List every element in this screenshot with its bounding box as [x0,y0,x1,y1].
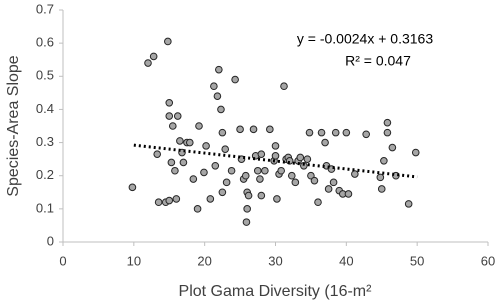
point [266,125,274,134]
point [321,138,329,147]
point [242,218,251,226]
point [128,183,137,192]
y-tick-label: 0.7 [36,1,54,16]
point [218,128,227,137]
x-tick-label: 10 [127,253,141,268]
x-axis-title: Plot Gama Diversity (16-m² [179,283,373,300]
point [165,99,174,107]
point [213,92,222,100]
point [144,59,152,67]
point [383,128,392,137]
point [291,178,300,187]
point [377,185,386,193]
point [383,118,392,127]
point [218,188,227,197]
point [249,125,258,134]
point [324,185,333,193]
point [193,205,202,213]
point [244,191,253,200]
point [200,168,208,177]
point [217,105,225,114]
point [342,128,351,137]
trend-equation: y = -0.0024x + 0.3163 [297,31,433,47]
point [280,82,288,91]
point [185,138,194,147]
point [165,196,174,205]
point [149,52,158,61]
y-tick-label: 0 [47,233,54,248]
point [154,198,163,207]
point [241,171,250,180]
x-tick-label: 60 [481,253,495,268]
x-tick-label: 40 [339,253,353,268]
y-tick-label: 0.3 [36,134,54,149]
x-tick-label: 20 [197,253,211,268]
point [257,150,266,158]
point [165,112,174,120]
point [210,82,218,91]
y-tick-label: 0.2 [36,167,54,182]
y-axis-title: Species-Area Slope [5,55,22,197]
point [380,157,388,165]
point [227,166,236,175]
point [176,137,184,145]
point [271,152,280,160]
point [206,195,215,203]
point [376,173,385,182]
point [305,128,314,137]
point [153,150,162,158]
point [236,125,244,134]
point [344,190,353,198]
x-tick-label: 50 [410,253,424,268]
point [404,200,413,208]
point [271,142,280,150]
point [300,161,308,170]
point [168,122,177,130]
point [202,142,210,150]
point [388,143,397,152]
point [257,191,266,200]
point [222,178,231,187]
y-tick-label: 0.1 [36,200,54,215]
point [171,166,179,175]
point [215,65,223,74]
y-tick-label: 0.6 [36,35,54,50]
y-tick-label: 0.4 [36,101,54,116]
point [189,175,198,183]
point [195,122,203,130]
x-tick-label: 30 [268,253,282,268]
point [273,195,281,203]
point [243,205,251,213]
point [307,171,315,180]
point [362,130,370,139]
point [231,75,239,84]
point [179,158,188,167]
r-squared: R² = 0.047 [345,53,411,69]
point [277,166,285,175]
point [310,176,319,185]
point [164,37,172,46]
y-tick-label: 0.5 [36,68,54,83]
point [317,128,326,137]
point [411,148,420,157]
point [351,170,359,178]
point [221,145,230,153]
point [167,158,176,167]
point [329,178,338,187]
point [211,161,220,170]
point [303,155,312,163]
point [296,153,305,162]
point [331,128,340,137]
point [173,112,182,120]
point [287,171,296,180]
point [256,175,264,183]
x-tick-label: 0 [59,253,66,268]
point [261,166,269,175]
point [172,195,181,203]
point [253,166,262,175]
point [314,198,322,207]
